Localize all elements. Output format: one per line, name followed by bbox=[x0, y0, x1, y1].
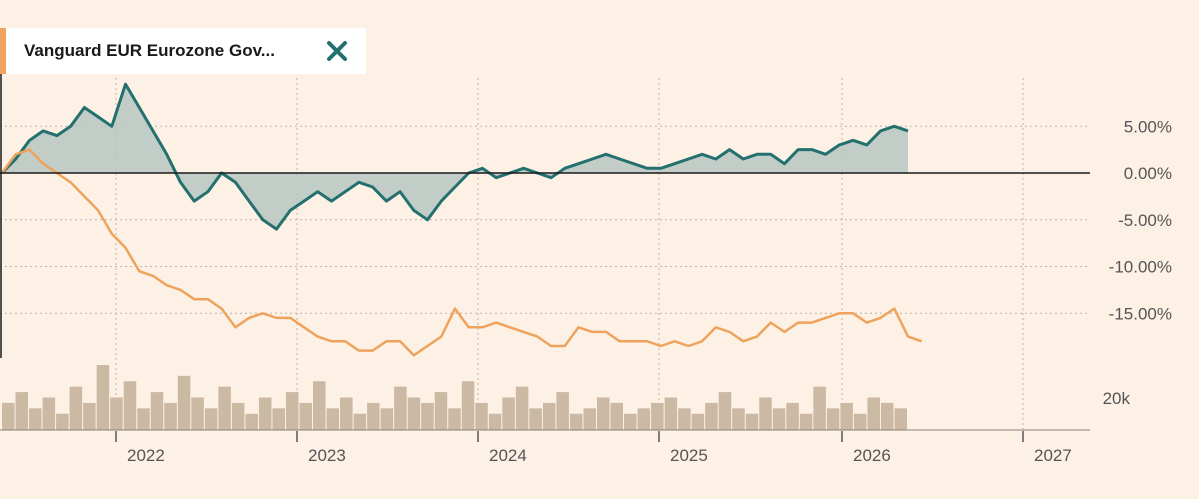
x-tick-label: 2023 bbox=[308, 446, 346, 465]
volume-bar bbox=[313, 381, 326, 430]
x-tick-labels: 2022 2023 2024 2025 2026 2027 bbox=[115, 431, 1072, 465]
volume-bar bbox=[326, 408, 340, 430]
close-x-icon[interactable] bbox=[324, 38, 350, 64]
fund-line bbox=[0, 82, 909, 231]
volume-bar bbox=[475, 402, 488, 430]
volume-bar bbox=[461, 381, 475, 430]
volume-bar bbox=[745, 413, 759, 430]
benchmark-line bbox=[0, 148, 923, 357]
volume-bar bbox=[488, 413, 502, 430]
volume-bar bbox=[772, 408, 786, 430]
volume-bar bbox=[664, 397, 678, 430]
volume-bar bbox=[799, 413, 813, 430]
volume-bar bbox=[556, 392, 569, 430]
x-tick-label: 2027 bbox=[1034, 446, 1072, 465]
volume-bar bbox=[502, 397, 515, 430]
volume-bar bbox=[42, 397, 56, 430]
volume-bar bbox=[407, 397, 421, 430]
volume-bar bbox=[231, 402, 245, 430]
volume-bar bbox=[272, 408, 285, 430]
volume-bar bbox=[69, 386, 83, 430]
fund-series bbox=[0, 82, 909, 231]
volume-bar bbox=[245, 413, 258, 430]
y-tick-label: -10.00% bbox=[1109, 258, 1172, 277]
y-tick-label: -15.00% bbox=[1109, 304, 1172, 323]
x-tick-label: 2024 bbox=[489, 446, 527, 465]
volume-bar bbox=[718, 392, 732, 430]
volume-bar bbox=[96, 365, 110, 430]
volume-bar bbox=[529, 408, 542, 430]
volume-bar bbox=[191, 397, 204, 430]
volume-bar bbox=[596, 397, 610, 430]
volume-bar bbox=[380, 408, 394, 430]
volume-bar bbox=[177, 375, 191, 430]
volume-bar bbox=[691, 413, 705, 430]
volume-bar bbox=[583, 408, 596, 430]
volume-bar bbox=[285, 392, 299, 430]
volume-bar bbox=[448, 408, 461, 430]
volume-bar bbox=[840, 402, 853, 430]
y-tick-label: 0.00% bbox=[1124, 164, 1172, 183]
volume-bar bbox=[258, 397, 272, 430]
volume-bar bbox=[164, 402, 177, 430]
volume-bar bbox=[732, 408, 745, 430]
volume-bar bbox=[759, 397, 772, 430]
volume-bar bbox=[367, 402, 380, 430]
volume-bar bbox=[610, 402, 624, 430]
volume-bars bbox=[0, 365, 1090, 431]
volume-bar bbox=[678, 408, 691, 430]
volume-scale-label: 20k bbox=[1103, 389, 1131, 408]
benchmark-series bbox=[0, 148, 923, 357]
volume-bar bbox=[218, 386, 231, 430]
fund-area bbox=[2, 84, 908, 230]
x-tick-label: 2022 bbox=[127, 446, 165, 465]
volume-bar bbox=[624, 413, 637, 430]
volume-bar bbox=[421, 402, 434, 430]
volume-bar bbox=[123, 381, 137, 430]
volume-bar bbox=[2, 402, 15, 430]
y-tick-label: -5.00% bbox=[1118, 211, 1172, 230]
volume-bar bbox=[867, 397, 880, 430]
volume-bar bbox=[340, 397, 353, 430]
volume-bar bbox=[705, 402, 718, 430]
volume-bar bbox=[56, 413, 69, 430]
volume-bar bbox=[394, 386, 407, 430]
volume-bar bbox=[515, 386, 529, 430]
volume-bar bbox=[137, 408, 150, 430]
volume-bar bbox=[150, 392, 164, 430]
volume-bar bbox=[83, 402, 96, 430]
grid bbox=[0, 78, 1090, 430]
volume-bar bbox=[813, 386, 826, 430]
volume-bar bbox=[880, 402, 894, 430]
legend-chip: Vanguard EUR Eurozone Gov... bbox=[0, 28, 366, 74]
volume-bar bbox=[786, 402, 799, 430]
volume-bar bbox=[826, 408, 840, 430]
volume-bar bbox=[651, 402, 664, 430]
volume-bar bbox=[353, 413, 367, 430]
legend-series-name: Vanguard EUR Eurozone Gov... bbox=[24, 41, 275, 60]
volume-bar bbox=[637, 408, 651, 430]
y-tick-label: 5.00% bbox=[1124, 117, 1172, 136]
volume-bar bbox=[434, 392, 448, 430]
x-tick-label: 2025 bbox=[670, 446, 708, 465]
volume-bar bbox=[542, 402, 556, 430]
x-tick-label: 2026 bbox=[853, 446, 891, 465]
volume-bar bbox=[299, 402, 313, 430]
volume-bar bbox=[15, 392, 29, 430]
volume-bar bbox=[204, 408, 218, 430]
volume-bar bbox=[853, 413, 867, 430]
volume-bar bbox=[29, 408, 42, 430]
volume-bar bbox=[569, 413, 583, 430]
y-tick-labels: 5.00% 0.00% -5.00% -10.00% -15.00% bbox=[1109, 117, 1172, 323]
volume-bar bbox=[894, 408, 907, 430]
volume-bar bbox=[110, 397, 123, 430]
